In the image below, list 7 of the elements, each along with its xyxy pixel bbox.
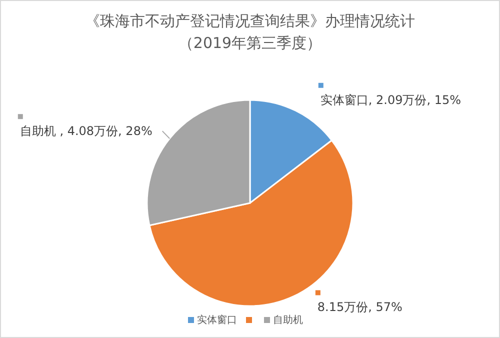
legend-label: 自助机 <box>273 314 303 326</box>
chart-subtitle: （2019年第三季度） <box>178 34 322 52</box>
data-label: 自助机 , 4.08万份, 28% <box>20 124 152 138</box>
data-label: 实体窗口, 2.09万份, 15% <box>320 92 462 107</box>
chart-title: 《珠海市不动产登记情况查询结果》办理情况统计 <box>85 12 415 30</box>
data-label: 8.15万份, 57% <box>317 300 402 314</box>
legend-label: 实体窗口 <box>197 314 237 326</box>
